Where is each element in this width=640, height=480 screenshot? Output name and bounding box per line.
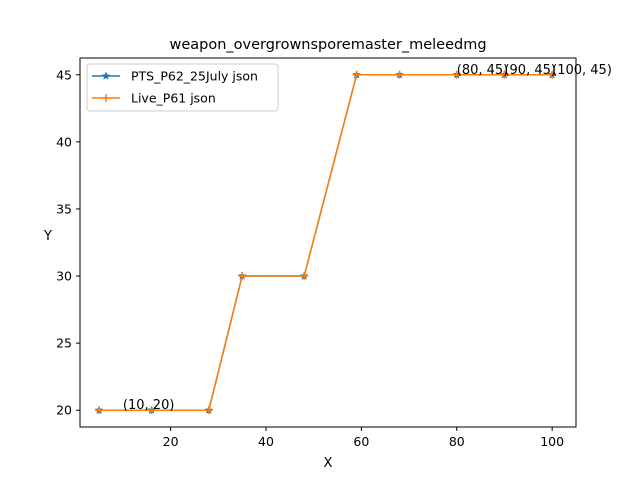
annotations: (10, 20) (80, 45)(90, 45)(100, 45) [123,63,612,413]
data-point [204,406,213,415]
data-point [452,70,461,79]
x-tick-label: 100 [540,434,564,449]
y-tick-label: 20 [56,403,72,418]
series-2 [95,70,557,415]
series-layer [94,70,557,415]
x-axis-label: X [324,456,333,471]
series-line [99,74,553,411]
legend-box [86,63,279,112]
data-annotation: (100, 45) [552,63,612,78]
plot-area-frame [79,57,577,428]
chart-title: weapon_overgrownsporemaster_meleedmg [169,37,486,53]
data-point [95,406,104,415]
data-annotation: (80, 45) [457,63,509,78]
series-1 [94,70,557,415]
data-point [300,272,309,281]
x-axis: 20 40 60 80 100 [163,427,564,449]
y-axis: 20 25 30 35 40 45 [56,67,80,418]
legend-label: PTS_P62_25July json [131,69,258,84]
legend: PTS_P62_25July json Live_P61 json [86,63,279,112]
y-tick-label: 35 [56,201,72,216]
data-annotation: (90, 45) [504,63,556,78]
y-axis-label: Y [43,229,52,244]
legend-entry-1: PTS_P62_25July json [92,69,258,84]
legend-entry-2: Live_P61 json [92,91,216,106]
data-point [500,70,509,79]
y-tick-label: 30 [56,269,72,284]
x-tick-label: 80 [449,434,465,449]
data-point [352,70,361,79]
data-point [147,406,156,415]
legend-label: Live_P61 json [131,91,216,106]
series-line [99,74,553,411]
data-point [548,70,557,79]
y-tick-label: 25 [56,336,72,351]
y-tick-label: 40 [56,134,72,149]
y-tick-label: 45 [56,67,72,82]
data-point [238,272,247,281]
data-annotation: (10, 20) [123,398,175,413]
legend-marker [101,71,111,80]
x-tick-label: 40 [258,434,274,449]
data-point [395,70,404,79]
x-tick-label: 60 [353,434,369,449]
x-tick-label: 20 [163,434,179,449]
legend-marker [102,94,110,102]
